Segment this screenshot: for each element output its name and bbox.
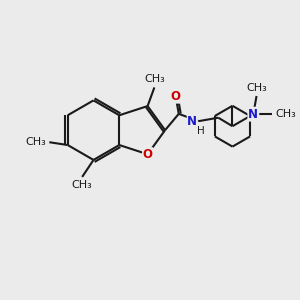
Text: O: O [142, 148, 153, 161]
Text: N: N [248, 108, 258, 121]
Text: O: O [171, 90, 181, 103]
Text: CH₃: CH₃ [25, 137, 46, 147]
Text: CH₃: CH₃ [144, 74, 165, 84]
Text: H: H [197, 126, 205, 136]
Text: N: N [187, 115, 197, 128]
Text: CH₃: CH₃ [72, 180, 92, 190]
Text: CH₃: CH₃ [246, 83, 267, 93]
Text: CH₃: CH₃ [275, 109, 296, 119]
